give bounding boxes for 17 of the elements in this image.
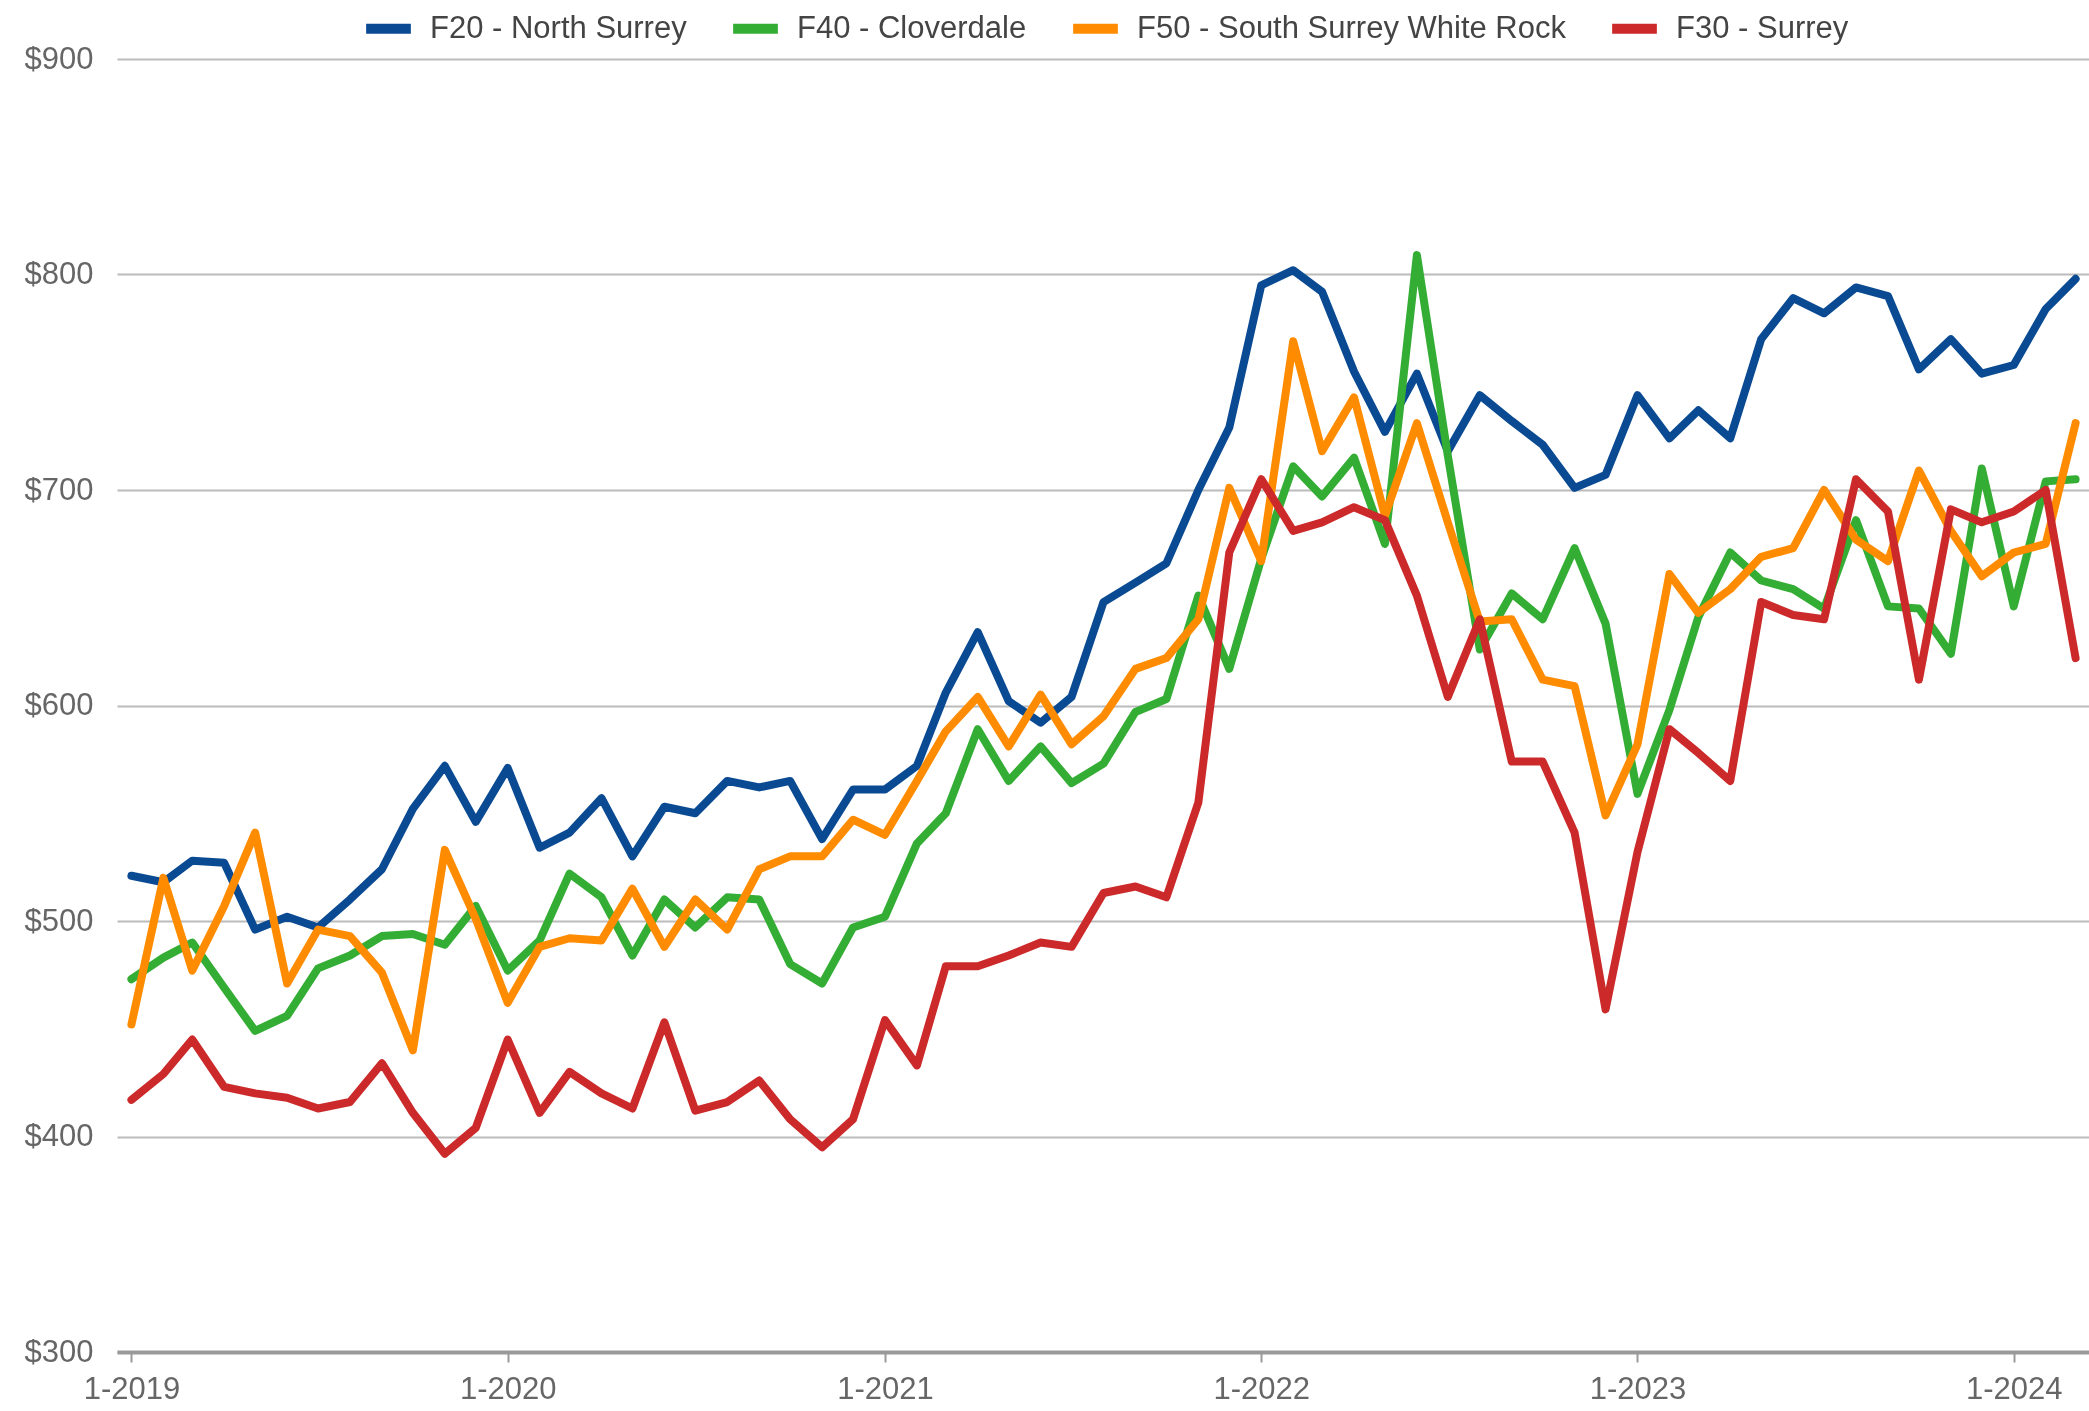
- y-tick-label: $600: [24, 687, 94, 722]
- legend-label: F30 - Surrey: [1676, 9, 1849, 45]
- x-tick-label: 1-2023: [1589, 1370, 1687, 1406]
- x-tick-label: 1-2021: [837, 1370, 934, 1406]
- y-tick-label: $900: [24, 40, 94, 76]
- x-tick-label: 1-2022: [1213, 1370, 1310, 1406]
- y-tick-label: $800: [24, 256, 94, 291]
- legend-label: F50 - South Surrey White Rock: [1137, 9, 1567, 45]
- y-tick-label: $500: [24, 902, 94, 938]
- y-tick-label: $300: [24, 1333, 94, 1369]
- y-tick-label: $700: [24, 471, 94, 507]
- legend-label: F40 - Cloverdale: [797, 9, 1027, 45]
- legend-label: F20 - North Surrey: [430, 9, 688, 45]
- x-tick-label: 1-2020: [459, 1370, 557, 1406]
- x-tick-label: 1-2019: [83, 1370, 181, 1406]
- x-tick-label: 1-2024: [1965, 1370, 2063, 1406]
- y-tick-label: $400: [24, 1118, 94, 1153]
